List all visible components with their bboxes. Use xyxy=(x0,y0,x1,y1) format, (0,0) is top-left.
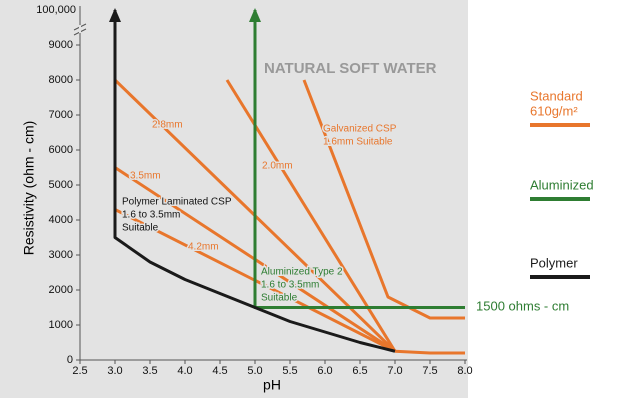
legend-label: 610g/m² xyxy=(530,103,578,118)
arrowhead xyxy=(109,8,121,22)
y-tick-label: 7000 xyxy=(49,109,73,121)
x-tick-label: 4.0 xyxy=(177,365,192,377)
annotation: Suitable xyxy=(261,293,298,304)
annotation: 1500 ohms - cm xyxy=(476,298,569,313)
x-tick-label: 6.5 xyxy=(352,365,367,377)
y-tick-label: 0 xyxy=(67,354,73,366)
annotation: 4.2mm xyxy=(188,242,219,253)
y-tick-label: 2000 xyxy=(49,284,73,296)
legend-label: Standard xyxy=(530,88,583,103)
y-tick-label: 6000 xyxy=(49,144,73,156)
x-tick-label: 3.0 xyxy=(107,365,122,377)
y-axis-label: Resistivity (ohm - cm) xyxy=(21,121,37,256)
plot-background xyxy=(0,0,468,398)
axis-break-label: 100,000 xyxy=(36,4,76,16)
annotation: 2.0mm xyxy=(262,161,293,172)
axis-break-gap xyxy=(79,25,81,33)
x-tick-label: 3.5 xyxy=(142,365,157,377)
chart-title: NATURAL SOFT WATER xyxy=(264,60,437,77)
x-tick-label: 7.0 xyxy=(387,365,402,377)
y-tick-label: 3000 xyxy=(49,249,73,261)
x-tick-label: 8.0 xyxy=(457,365,472,377)
x-tick-label: 7.5 xyxy=(422,365,437,377)
annotation: 3.5mm xyxy=(130,171,161,182)
x-tick-label: 5.5 xyxy=(282,365,297,377)
annotation: Suitable xyxy=(122,223,159,234)
x-tick-label: 5.0 xyxy=(247,365,262,377)
y-tick-label: 8000 xyxy=(49,74,73,86)
legend-label: Aluminized xyxy=(530,177,594,192)
arrowhead xyxy=(249,8,261,22)
annotation: Aluminized Type 2 xyxy=(261,267,343,278)
annotation: Galvanized CSP xyxy=(323,124,397,135)
annotation: 1.6 to 3.5mm xyxy=(261,280,319,291)
annotation: Polymer Laminated CSP xyxy=(122,197,232,208)
x-axis-label: pH xyxy=(263,377,281,393)
y-tick-label: 1000 xyxy=(49,319,73,331)
annotation: 1.6mm Suitable xyxy=(323,137,393,148)
legend-label: Polymer xyxy=(530,255,578,270)
y-tick-label: 5000 xyxy=(49,179,73,191)
annotation: 2.8mm xyxy=(152,120,183,131)
x-tick-label: 2.5 xyxy=(72,365,87,377)
x-tick-label: 6.0 xyxy=(317,365,332,377)
x-tick-label: 4.5 xyxy=(212,365,227,377)
y-tick-label: 9000 xyxy=(49,39,73,51)
y-tick-label: 4000 xyxy=(49,214,73,226)
line-series xyxy=(394,349,465,355)
annotation: 1.6 to 3.5mm xyxy=(122,210,180,221)
line-series xyxy=(113,10,396,353)
